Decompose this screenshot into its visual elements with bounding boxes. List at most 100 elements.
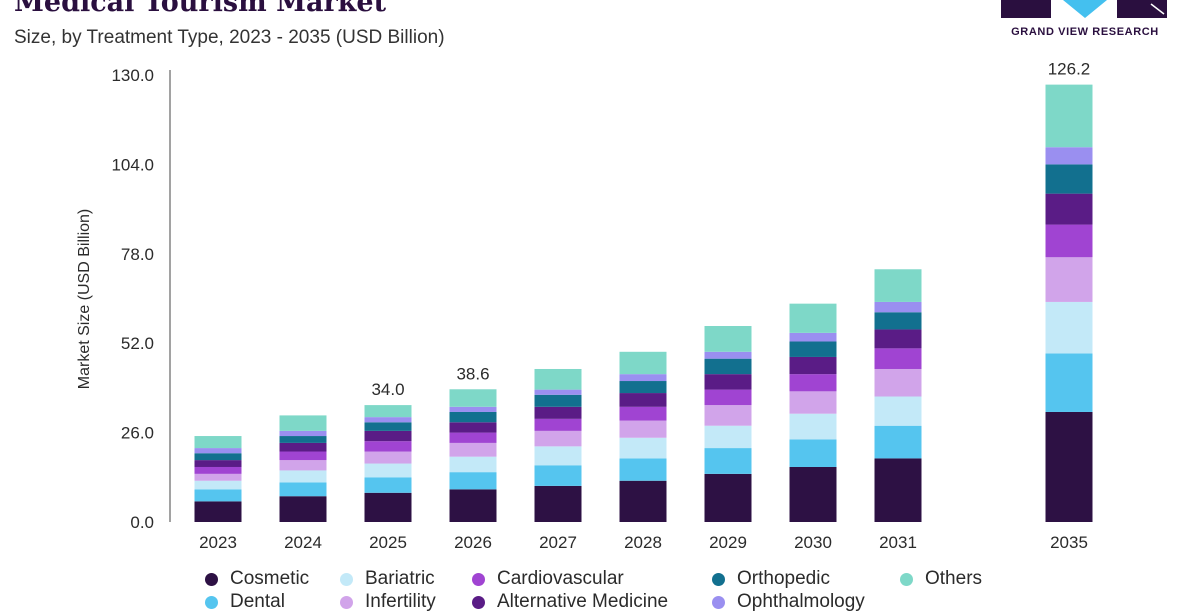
x-tick-label: 2035 bbox=[1050, 533, 1088, 552]
bar-segment-bariatric-2027 bbox=[534, 446, 582, 466]
bar-segment-orthopedic-2024 bbox=[279, 436, 327, 443]
bar-segment-others-2027 bbox=[534, 368, 582, 390]
legend-swatch bbox=[205, 595, 218, 609]
bar-segment-bariatric-2030 bbox=[789, 413, 837, 440]
bar-segment-bariatric-2025 bbox=[364, 463, 412, 478]
bar-segment-infertility-2029 bbox=[704, 405, 752, 426]
legend-swatch bbox=[472, 572, 485, 586]
bar-segment-infertility-2024 bbox=[279, 460, 327, 471]
bar-segment-orthopedic-2028 bbox=[619, 381, 667, 394]
bar-segment-infertility-2026 bbox=[449, 442, 497, 457]
bar-segment-others-2031 bbox=[874, 269, 922, 302]
bar-segment-others-2030 bbox=[789, 303, 837, 333]
bar-segment-infertility-2025 bbox=[364, 451, 412, 464]
bar-segment-cosmetic-2029 bbox=[704, 473, 752, 522]
bar-segment-dental-2028 bbox=[619, 458, 667, 481]
bar-segment-others-2024 bbox=[279, 415, 327, 431]
bar-segment-alternative-medicine-2025 bbox=[364, 430, 412, 442]
bar-segment-infertility-2030 bbox=[789, 391, 837, 414]
bar-segment-dental-2030 bbox=[789, 439, 837, 467]
x-tick-label: 2026 bbox=[454, 533, 492, 552]
bar-segment-alternative-medicine-2030 bbox=[789, 356, 837, 375]
bar-segment-ophthalmology-2035 bbox=[1045, 147, 1093, 165]
bar-segment-alternative-medicine-2035 bbox=[1045, 193, 1093, 225]
x-tick-label: 2029 bbox=[709, 533, 747, 552]
legend-label: Ophthalmology bbox=[737, 591, 865, 612]
bar-segment-cardiovascular-2024 bbox=[279, 451, 327, 461]
bar-segment-ophthalmology-2031 bbox=[874, 301, 922, 313]
bar-segment-ophthalmology-2027 bbox=[534, 389, 582, 395]
bar-segment-infertility-2035 bbox=[1045, 257, 1093, 302]
bar-segment-alternative-medicine-2028 bbox=[619, 393, 667, 407]
bar-segment-bariatric-2029 bbox=[704, 425, 752, 449]
bar-segment-others-2025 bbox=[364, 405, 412, 418]
bar-segment-ophthalmology-2030 bbox=[789, 332, 837, 342]
bar-total-label: 126.2 bbox=[1048, 60, 1091, 79]
legend-swatch bbox=[712, 572, 725, 586]
chart-title: Medical Tourism Market bbox=[14, 0, 387, 18]
chart-bars bbox=[194, 84, 1093, 522]
legend-label: Infertility bbox=[365, 591, 436, 612]
bar-segment-others-2035 bbox=[1045, 84, 1093, 148]
legend-label: Bariatric bbox=[365, 568, 435, 589]
bar-total-label: 34.0 bbox=[371, 380, 404, 399]
legend-swatch bbox=[900, 572, 913, 586]
legend-item-bariatric: Bariatric bbox=[340, 568, 435, 590]
legend-item-dental: Dental bbox=[205, 591, 285, 613]
bar-segment-infertility-2028 bbox=[619, 420, 667, 438]
legend-label: Orthopedic bbox=[737, 568, 830, 589]
legend-item-cosmetic: Cosmetic bbox=[205, 568, 309, 590]
brand-logo-icon bbox=[1001, 0, 1167, 18]
bar-segment-dental-2026 bbox=[449, 472, 497, 490]
bar-segment-cardiovascular-2026 bbox=[449, 432, 497, 443]
legend-swatch bbox=[472, 595, 485, 609]
bar-segment-ophthalmology-2026 bbox=[449, 406, 497, 412]
bar-segment-alternative-medicine-2027 bbox=[534, 406, 582, 419]
bar-segment-cosmetic-2026 bbox=[449, 489, 497, 522]
bar-segment-infertility-2031 bbox=[874, 368, 922, 397]
bar-segment-cardiovascular-2035 bbox=[1045, 224, 1093, 258]
chart-axes: 0.0 26.0 52.0 78.0 104.0 130.0 Market Size (US… bbox=[76, 66, 171, 532]
legend-label: Dental bbox=[230, 591, 285, 612]
stacked-bar-chart: 0.0 26.0 52.0 78.0 104.0 130.0 Market Size (US… bbox=[76, 60, 1093, 552]
brand-logo-text: GRAND VIEW RESEARCH bbox=[1011, 26, 1159, 38]
bar-segment-cardiovascular-2027 bbox=[534, 418, 582, 431]
bar-segment-orthopedic-2035 bbox=[1045, 164, 1093, 194]
bar-segment-infertility-2027 bbox=[534, 430, 582, 447]
legend-item-infertility: Infertility bbox=[340, 591, 436, 613]
bar-segment-dental-2024 bbox=[279, 482, 327, 497]
x-tick-label: 2030 bbox=[794, 533, 832, 552]
x-tick-label: 2023 bbox=[199, 533, 237, 552]
y-axis-label: Market Size (USD Billion) bbox=[76, 209, 93, 389]
y-tick-label: 26.0 bbox=[121, 424, 154, 443]
x-tick-label: 2031 bbox=[879, 533, 917, 552]
x-tick-label: 2027 bbox=[539, 533, 577, 552]
legend-item-others: Others bbox=[900, 568, 982, 590]
brand-logo: GRAND VIEW RESEARCH bbox=[1001, 0, 1171, 40]
y-tick-label: 130.0 bbox=[111, 66, 154, 85]
bar-segment-bariatric-2026 bbox=[449, 456, 497, 473]
legend-label: Others bbox=[925, 568, 983, 589]
bar-segment-cosmetic-2031 bbox=[874, 458, 922, 522]
bar-segment-orthopedic-2030 bbox=[789, 341, 837, 357]
bar-segment-dental-2027 bbox=[534, 465, 582, 486]
bar-segment-ophthalmology-2023 bbox=[194, 448, 242, 454]
bar-segment-orthopedic-2025 bbox=[364, 422, 412, 431]
bar-segment-cosmetic-2030 bbox=[789, 466, 837, 522]
bar-segment-alternative-medicine-2026 bbox=[449, 422, 497, 433]
bar-segment-dental-2035 bbox=[1045, 353, 1093, 412]
y-tick-label: 104.0 bbox=[111, 155, 154, 174]
bar-segment-alternative-medicine-2029 bbox=[704, 374, 752, 390]
bar-segment-dental-2025 bbox=[364, 477, 412, 493]
bar-segment-alternative-medicine-2024 bbox=[279, 442, 327, 452]
bar-segment-cosmetic-2023 bbox=[194, 501, 242, 522]
bar-segment-cardiovascular-2023 bbox=[194, 466, 242, 474]
legend-item-ophthalmology: Ophthalmology bbox=[712, 591, 865, 613]
bar-segment-ophthalmology-2024 bbox=[279, 430, 327, 437]
bar-segment-ophthalmology-2025 bbox=[364, 417, 412, 423]
bar-segment-ophthalmology-2028 bbox=[619, 374, 667, 382]
bar-segment-others-2029 bbox=[704, 326, 752, 352]
bar-segment-dental-2029 bbox=[704, 448, 752, 474]
bar-segment-cosmetic-2025 bbox=[364, 492, 412, 522]
legend-swatch bbox=[340, 572, 353, 586]
